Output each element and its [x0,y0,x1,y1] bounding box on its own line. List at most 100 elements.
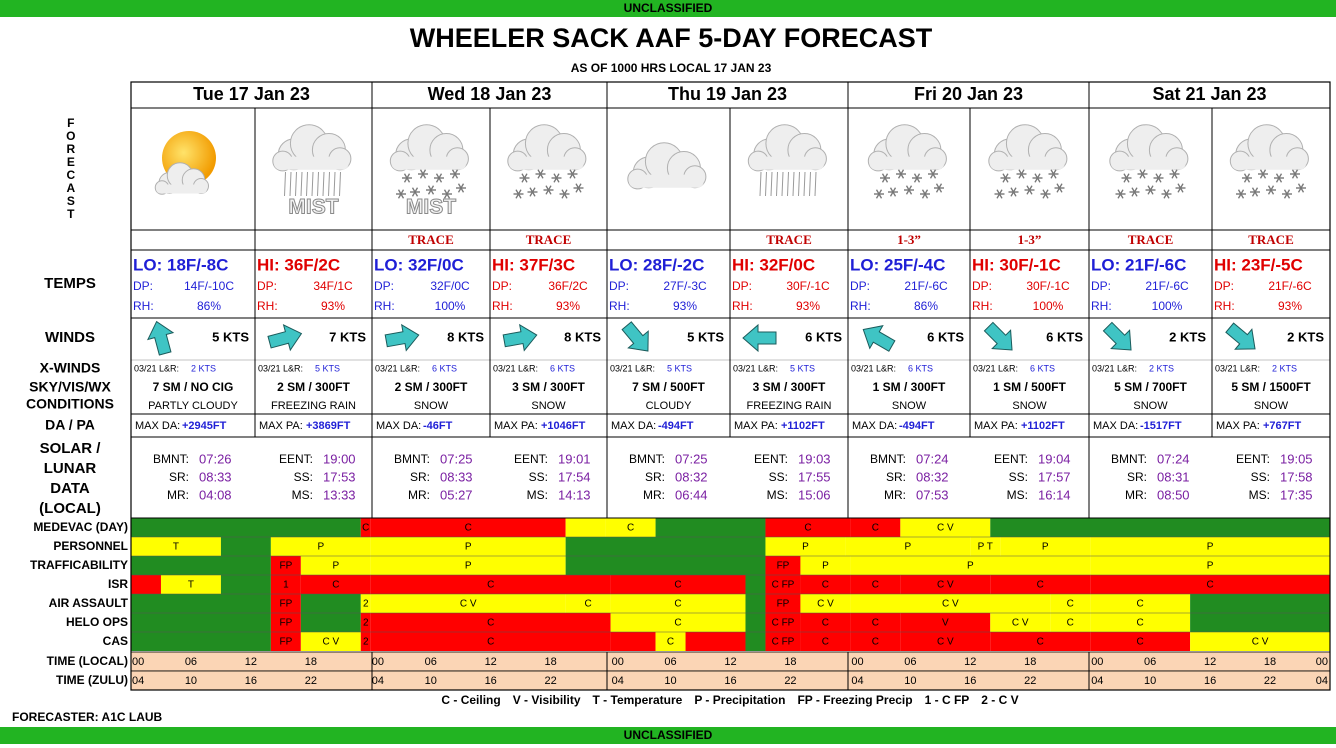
snowflake [1243,173,1251,183]
legend-item: P - Precipitation [694,693,785,707]
sky: 3 SM / 300FT [512,380,585,394]
time-tick: 12 [1204,656,1216,668]
rain [765,171,767,197]
segment-label: C [1137,618,1144,629]
solar-value: 16:14 [1038,487,1071,502]
rain [295,171,297,197]
dp-label: DP: [972,279,992,293]
temp: HI: 37F/3C [492,255,575,274]
day-header: Tue 17 Jan 23 [193,84,310,104]
segment-label: C [674,599,681,610]
snowflake [1283,189,1291,199]
time-tick: 04 [372,675,384,687]
dp-label: DP: [133,279,153,293]
timeline-segment [765,575,801,594]
solar-value: 07:25 [440,451,473,466]
time-tick: 10 [904,675,916,687]
snowflake [451,169,459,179]
weather: SNOW [1133,400,1168,412]
snowflake [561,189,568,199]
rh-label: RH: [850,299,871,313]
timeline-segment [565,556,766,575]
da: -46FT [423,420,453,432]
timeline-segment [745,594,766,613]
dp: 21F/-6C [1145,279,1189,293]
time-tick: 06 [1144,656,1156,668]
wind-speed: 8 KTS [447,329,484,344]
timeline-segment [1050,613,1091,632]
timeline-segment [131,594,271,613]
cloud-base [508,156,584,170]
segment-label: C FP [772,580,795,591]
snowflake [1002,173,1009,183]
time-tick: 04 [1316,675,1328,687]
wind-speed: 7 KTS [329,329,366,344]
rain [311,171,314,197]
segment-label: FP [777,599,790,610]
timeline-label: MEDEVAC (DAY) [33,520,128,534]
forecaster: FORECASTER: A1C LAUB [12,710,163,724]
snowflake [1026,185,1033,195]
timeline-segment [765,556,801,575]
timeline-segment [610,632,656,651]
solar-label: BMNT: [629,452,665,466]
icon-text: MIST [288,196,338,219]
solar-value: 08:32 [675,469,708,484]
solar-value: 06:44 [675,487,708,502]
snowflake [1050,169,1057,179]
snowflake [875,189,883,199]
cloud [272,124,352,172]
segment-label: P [318,542,325,553]
da-label: MAX DA: [852,420,897,432]
segment-label: P [802,542,809,553]
xwind-label: 03/21 L&R: [493,363,538,373]
weather: CLOUDY [646,400,693,412]
rain [781,171,784,197]
wind-speed: 5 KTS [687,329,724,344]
rh-label: RH: [492,299,513,313]
weather: SNOW [414,400,449,412]
legend-item: V - Visibility [513,693,581,707]
segment-label: C [674,618,681,629]
segment-label: FP [279,618,292,629]
timeline-segment [270,594,301,613]
time-tick: 06 [185,656,197,668]
rain [814,171,817,197]
solar-label: MS: [767,488,788,502]
xwind: 6 KTS [1030,363,1055,373]
timeline-segment [850,594,1051,613]
solar-label: SS: [294,470,313,484]
solar-value: 07:24 [1157,451,1190,466]
segment-label: C V [937,637,954,648]
snowflake [1177,183,1184,193]
solar-value: 14:13 [558,487,591,502]
rh: 86% [914,299,938,313]
segment-label: C V [817,599,834,610]
timeline-segment [270,556,301,575]
da: +1046FT [541,420,586,432]
rain [787,171,789,197]
time-tick: 10 [425,675,437,687]
timeline-segment [765,537,846,556]
solar-label: SS: [769,470,788,484]
time-tick: 04 [851,675,863,687]
rain [759,171,762,197]
timeline-segment [1090,537,1330,556]
sky: 5 SM / 1500FT [1231,380,1311,394]
legend-item: 2 - C V [981,693,1018,707]
timeline-segment [360,632,371,651]
timeline-segment [745,575,766,594]
segment-label: 1 [283,580,289,591]
snowflake [553,173,560,183]
precip: 1-3” [897,232,921,247]
solar-label: BMNT: [1111,452,1147,466]
rh: 100% [435,299,466,313]
time-tick: 12 [964,656,976,668]
dp-label: DP: [850,279,870,293]
xwind: 5 KTS [790,363,815,373]
segment-label: P [332,561,339,572]
solar-label: SS: [1009,470,1028,484]
snowflake [1267,185,1275,195]
timeline-segment [1090,632,1191,651]
segment-label: C V [460,599,477,610]
